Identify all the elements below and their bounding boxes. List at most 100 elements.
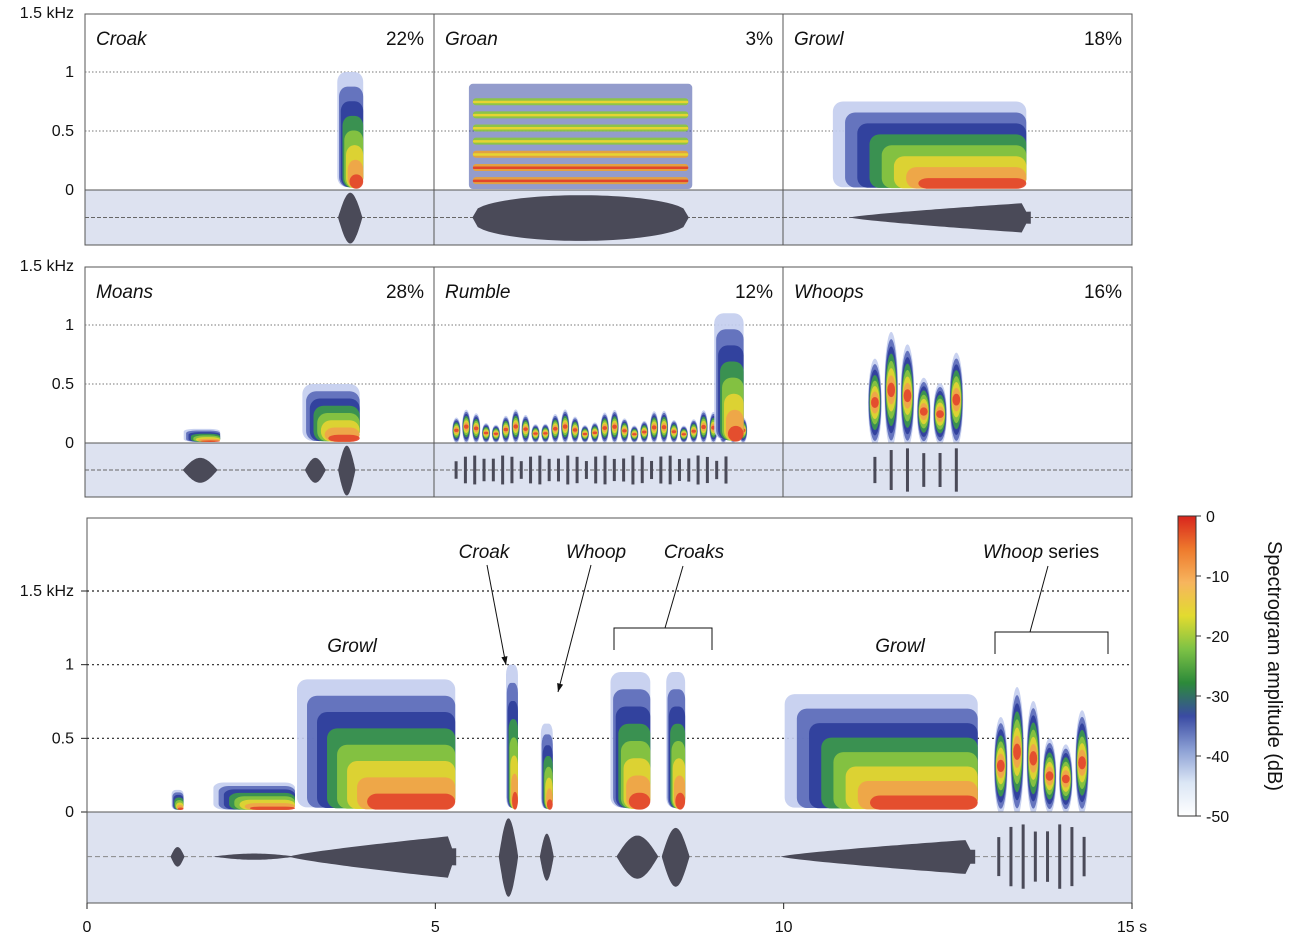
annotation-arrow [486, 564, 507, 666]
spectrogram-mark [952, 393, 961, 406]
waveform-mark [905, 448, 909, 492]
spectrogram-mark [562, 424, 568, 429]
annotation-label: Croak [459, 542, 511, 563]
waveform-mark [498, 818, 519, 897]
colorbar-gradient [1177, 515, 1197, 817]
waveform-mark [566, 455, 570, 485]
waveform-mark [715, 460, 719, 480]
panel-growl: Growl 18% [782, 13, 1133, 246]
spectrogram-mark [661, 425, 667, 430]
spectrogram-mark [628, 792, 651, 810]
waveform-mark [529, 456, 533, 484]
waveform-mark [1082, 836, 1086, 877]
waveform-mark [491, 458, 495, 482]
spectrogram-mark [701, 424, 706, 430]
spectrogram-mark [996, 759, 1005, 773]
spectrogram-mark [671, 430, 677, 434]
colorbar-tick-label: -10 [1206, 569, 1229, 586]
y-tick-label: 1.5 kHz [20, 5, 74, 22]
annotation-arrow [557, 564, 592, 693]
waveform-mark [1021, 824, 1025, 889]
recording-sequence-panel: 0 0.5 1 1.5 kHz 0 5 10 15 s Growl Croak Whoop Croak… [20, 517, 1147, 936]
x-tick-label: 0 [83, 919, 92, 936]
waveform-mark [304, 457, 326, 483]
spectrogram-mark [903, 389, 912, 403]
waveform-mark [603, 455, 607, 485]
spectrogram-mark [592, 431, 598, 435]
annotation-text: Growl [327, 636, 377, 657]
spectrogram-mark [454, 428, 459, 433]
spectrogram-mark [602, 426, 608, 430]
spectrogram-mark [887, 382, 896, 398]
panel-title: Rumble [445, 282, 510, 303]
waveform-mark [650, 460, 654, 480]
waveform-mark [631, 455, 635, 485]
spectrogram-mark [919, 407, 928, 416]
spectrogram-mark [936, 410, 944, 419]
spectrogram-mark [612, 424, 617, 429]
annotation-label: Whoop series [983, 542, 1099, 563]
waveform-mark [687, 458, 691, 482]
spectrogram-mark [1045, 771, 1054, 781]
spectrogram-mark [543, 432, 548, 435]
spectrogram-mark [249, 806, 295, 810]
annotation-bracket [994, 631, 1109, 654]
spectrogram-mark [367, 793, 456, 810]
call-type-panels: 0 0.5 1 1.5 kHz Croak 22% Groan 3% Growl 18% 0 0.5 1… [20, 5, 1133, 498]
panel-row: 0 0.5 1 1.5 kHz [20, 258, 74, 452]
spectrogram-mark [503, 427, 509, 432]
spectrogram-frame [84, 13, 435, 191]
waveform-mark [539, 833, 554, 881]
y-tick-label: 1.5 kHz [20, 258, 74, 275]
spectrogram-mark [572, 428, 578, 432]
y-tick-label: 0.5 [52, 730, 74, 747]
waveform-mark [519, 461, 523, 479]
panel-title: Growl [794, 29, 844, 50]
annotation-label: Croaks [664, 542, 725, 563]
spectrogram-mark [622, 429, 627, 433]
spectrogram-mark [691, 429, 697, 433]
spectrogram-mark [582, 432, 588, 436]
harmonic-band [472, 140, 689, 143]
waveform-mark [463, 456, 467, 484]
y-tick-label: 1 [65, 657, 74, 674]
waveform-mark [556, 458, 560, 482]
panel-rumble: Rumble 12% [433, 266, 784, 498]
annotation-label: Growl [327, 636, 377, 657]
waveform-mark [212, 853, 296, 860]
spectrogram-mark [349, 174, 364, 189]
spectrogram-mark [1061, 774, 1070, 784]
waveform-mark [538, 455, 542, 485]
spectrogram-mark [918, 178, 1027, 189]
spectrogram-mark [1078, 756, 1086, 770]
waveform-mark [696, 455, 700, 485]
waveform-mark [954, 448, 958, 492]
annotation-arrowhead [557, 683, 564, 692]
y-tick-label: 1 [65, 64, 74, 81]
spectrogram-mark [533, 432, 538, 435]
waveform-mark [547, 458, 551, 482]
spectrogram-mark [651, 425, 657, 430]
waveform-mark [473, 455, 477, 485]
waveform-mark [472, 195, 689, 241]
waveform-mark [170, 847, 185, 867]
panel-row: 0 0.5 1 1.5 kHz [20, 5, 74, 199]
spectrogram-mark [328, 434, 360, 442]
waveform-mark [616, 835, 659, 879]
spectrogram-mark [871, 397, 879, 408]
waveform-mark [922, 453, 926, 487]
spectrogram-mark [727, 425, 744, 442]
panel-title: Groan [445, 29, 498, 50]
spectrogram-mark [675, 792, 686, 810]
annotation-text: Whoop [983, 542, 1043, 563]
colorbar-tick-label: 0 [1206, 509, 1215, 526]
waveform-mark [938, 453, 942, 487]
spectrogram-mark [483, 431, 489, 435]
waveform-mark [780, 840, 976, 874]
spectrogram-mark [463, 424, 469, 429]
panel-percentage: 22% [386, 29, 424, 50]
harmonic-band [472, 127, 689, 130]
panel-moans: Moans 28% [84, 266, 435, 498]
panel-percentage: 18% [1084, 29, 1122, 50]
annotation-label: Whoop [566, 542, 626, 563]
